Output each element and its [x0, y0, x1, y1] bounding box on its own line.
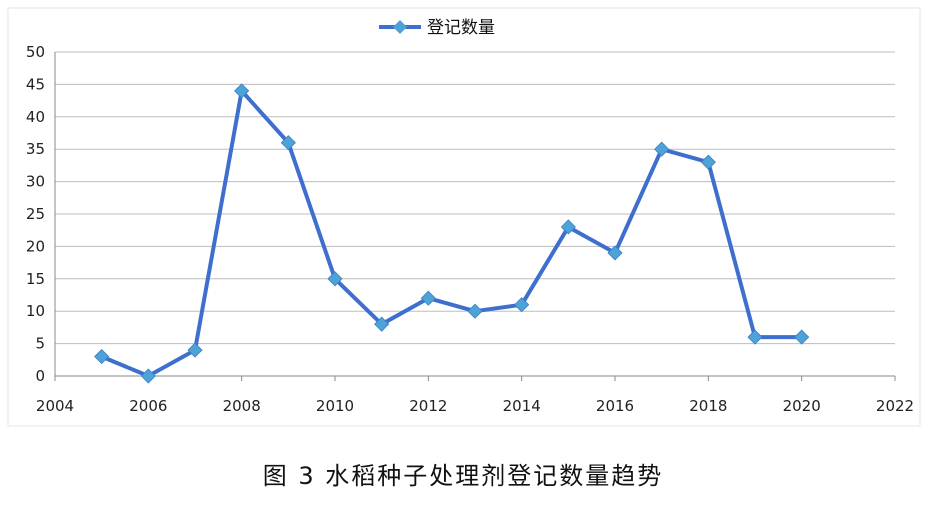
- data-point-2014: [514, 297, 530, 313]
- x-tick-label-2020: 2020: [783, 397, 821, 415]
- data-point-2008: [234, 83, 250, 99]
- figure-caption: 图 3 水稻种子处理剂登记数量趋势: [262, 462, 664, 490]
- y-tick-label-20: 20: [26, 237, 45, 255]
- x-tick-label-2022: 2022: [876, 397, 914, 415]
- data-point-2009: [280, 135, 296, 151]
- x-tick-label-2004: 2004: [36, 397, 74, 415]
- x-tick-label-2018: 2018: [689, 397, 727, 415]
- y-tick-label-35: 35: [26, 140, 45, 158]
- data-point-2017: [654, 141, 670, 157]
- data-point-2015: [560, 219, 576, 235]
- x-tick-label-2006: 2006: [129, 397, 167, 415]
- y-tick-label-50: 50: [26, 43, 45, 61]
- x-tick-label-2012: 2012: [409, 397, 447, 415]
- data-point-2007: [187, 342, 203, 358]
- series-line-0: [100, 88, 802, 378]
- y-tick-label-40: 40: [26, 108, 45, 126]
- legend-marker-swatch: [393, 20, 407, 34]
- y-tick-label-0: 0: [35, 367, 45, 385]
- y-tick-label-30: 30: [26, 173, 45, 191]
- data-point-2006: [140, 368, 156, 384]
- data-point-2019: [747, 329, 763, 345]
- data-point-2005: [94, 348, 110, 365]
- series-layer: [94, 83, 810, 384]
- legend: 登记数量: [379, 18, 495, 38]
- x-tick-label-2008: 2008: [223, 397, 261, 415]
- y-tick-labels: 0 5 10 15 20 25 30 35 40 45 50: [26, 43, 45, 385]
- data-point-2010: [327, 271, 343, 287]
- y-tick-label-15: 15: [26, 270, 45, 288]
- y-tick-label-25: 25: [26, 205, 45, 223]
- x-tick-label-2010: 2010: [316, 397, 354, 415]
- chart-frame: [7, 7, 921, 427]
- legend-label: 登记数量: [427, 18, 495, 38]
- y-tick-label-45: 45: [26, 75, 45, 93]
- y-tick-label-5: 5: [35, 335, 45, 353]
- data-point-2018: [700, 154, 716, 170]
- y-tick-label-10: 10: [26, 302, 45, 320]
- data-point-2020: [794, 329, 810, 345]
- gridlines: [55, 51, 895, 345]
- data-point-2013: [467, 303, 483, 319]
- line-chart: 0 5 10 15 20 25 30 35 40 45 50 2004 2006 2008 2010 201…: [7, 7, 921, 427]
- data-point-2016: [607, 245, 623, 261]
- data-point-2011: [374, 316, 390, 332]
- chart-area: 0 5 10 15 20 25 30 35 40 45 50 2004 2006 2008 2010 201…: [7, 7, 921, 427]
- x-tick-label-2016: 2016: [596, 397, 634, 415]
- x-tick-label-2014: 2014: [503, 397, 541, 415]
- data-point-2012: [420, 290, 436, 306]
- x-tick-labels: 2004 2006 2008 2010 2012 2014 2016 2018 2020 2022: [36, 397, 914, 415]
